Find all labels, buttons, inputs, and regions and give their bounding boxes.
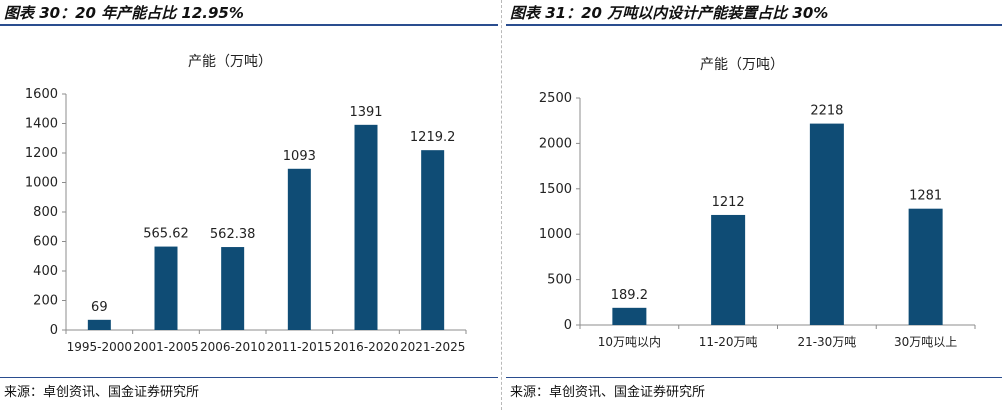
bar-value-label: 565.62 (143, 227, 189, 242)
bar-value-label: 1219.2 (410, 130, 456, 145)
bar (908, 208, 943, 325)
title-rule (0, 24, 498, 26)
y-tick-label: 500 (547, 273, 572, 288)
y-tick-label: 400 (33, 264, 58, 279)
y-tick-label: 1500 (539, 182, 572, 197)
x-category-label: 2021-2025 (400, 340, 465, 354)
bar (421, 150, 445, 330)
bar (612, 307, 647, 325)
chart-title: 产能（万吨） (188, 54, 272, 70)
bar (354, 124, 378, 330)
bar (711, 214, 746, 325)
chart-title: 产能（万吨） (700, 57, 784, 73)
right-chart-panel: 图表 31：20 万吨以内设计产能装置占比 30% 产能（万吨） 0 500 1000… (506, 0, 1002, 410)
bar-value-label: 562.38 (210, 227, 256, 242)
bar-value-label: 1281 (909, 189, 942, 204)
capacity-by-period-bar-chart: 产能（万吨） 0 200 400 600 800 1000 1200 1400 1600 69 199… (25, 54, 467, 354)
y-tick-label: 800 (33, 205, 58, 220)
y-tick-label: 1400 (25, 117, 58, 132)
bar (809, 123, 844, 326)
source-rule (0, 377, 498, 378)
y-tick-label: 1600 (25, 87, 58, 102)
source-rule (506, 377, 1002, 378)
bar (154, 246, 178, 330)
bar (87, 319, 111, 330)
x-category-label: 21-30万吨 (797, 335, 856, 349)
y-tick-label: 1000 (25, 176, 58, 191)
bar-value-label: 189.2 (611, 288, 648, 303)
y-tick-label: 1200 (25, 146, 58, 161)
bar-value-label: 69 (91, 300, 108, 315)
y-tick-label: 2000 (539, 136, 572, 151)
y-tick-label: 0 (50, 323, 58, 338)
bar (221, 247, 245, 330)
bar-value-label: 1391 (349, 105, 382, 120)
y-tick-label: 0 (564, 318, 572, 333)
bar-value-label: 2218 (810, 104, 843, 119)
x-category-label: 30万吨以上 (894, 335, 957, 349)
bar-value-label: 1093 (283, 149, 316, 164)
chart-30-source: 来源：卓创资讯、国金证券研究所 (4, 385, 200, 400)
y-tick-label: 600 (33, 235, 58, 250)
capacity-by-plant-size-bar-chart: 产能（万吨） 0 500 1000 1500 2000 2500 189.2 10万吨以内 121… (539, 57, 976, 349)
title-rule (506, 24, 1002, 26)
x-category-label: 11-20万吨 (699, 335, 758, 349)
bar-value-label: 1212 (712, 195, 745, 210)
panel-divider (501, 0, 503, 410)
y-tick-label: 200 (33, 294, 58, 309)
y-tick-label: 2500 (539, 91, 572, 106)
x-category-label: 2001-2005 (133, 340, 198, 354)
bar (287, 168, 311, 330)
chart-31-title: 图表 31：20 万吨以内设计产能装置占比 30% (510, 4, 829, 22)
x-category-label: 2016-2020 (333, 340, 398, 354)
y-tick-label: 1000 (539, 227, 572, 242)
x-category-label: 2011-2015 (267, 340, 332, 354)
x-category-label: 10万吨以内 (598, 335, 661, 349)
chart-30-title: 图表 30：20 年产能占比 12.95% (4, 4, 244, 22)
x-category-label: 2006-2010 (200, 340, 265, 354)
chart-31-source: 来源：卓创资讯、国金证券研究所 (510, 385, 706, 400)
left-chart-panel: 图表 30：20 年产能占比 12.95% 产能（万吨） 0 200 400 600 80… (0, 0, 498, 410)
x-category-label: 1995-2000 (67, 340, 132, 354)
